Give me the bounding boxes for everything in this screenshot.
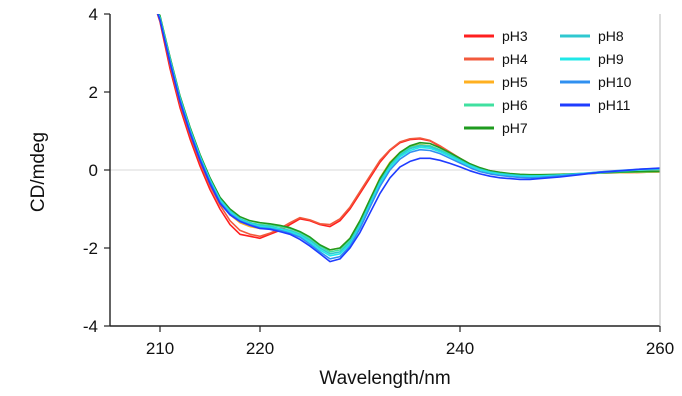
legend-label: pH11 bbox=[598, 97, 631, 113]
x-tick-label: 220 bbox=[246, 339, 274, 358]
series-line-ph7 bbox=[158, 14, 660, 251]
legend-label: pH3 bbox=[502, 28, 528, 44]
y-axis-title: CD/mdeg bbox=[28, 132, 49, 212]
y-tick-label: -4 bbox=[83, 317, 98, 336]
series-lines bbox=[156, 14, 660, 263]
x-tick-label: 210 bbox=[146, 339, 174, 358]
y-tick-label: 2 bbox=[89, 83, 98, 102]
axes bbox=[104, 13, 661, 332]
legend-label: pH4 bbox=[502, 51, 528, 67]
x-axis-title: Wavelength/nm bbox=[319, 368, 450, 389]
legend-label: pH9 bbox=[598, 51, 624, 67]
y-tick-label: 0 bbox=[89, 161, 98, 180]
y-tick-label: 4 bbox=[89, 5, 98, 24]
legend-label: pH6 bbox=[502, 97, 528, 113]
tick-labels: -4 -2 0 2 4 210 220 240 260 bbox=[83, 5, 674, 358]
x-tick-label: 240 bbox=[446, 339, 474, 358]
legend-label: pH7 bbox=[502, 120, 528, 136]
series-line-ph11 bbox=[156, 14, 660, 263]
legend-label: pH5 bbox=[502, 74, 528, 90]
legend-label: pH8 bbox=[598, 28, 624, 44]
y-tick-label: -2 bbox=[83, 239, 98, 258]
legend-label: pH10 bbox=[598, 74, 632, 90]
legend: pH3 pH4 pH5 pH6 pH7 pH8 pH9 pH10 pH11 bbox=[464, 28, 632, 136]
series-line-ph9 bbox=[157, 14, 660, 257]
x-tick-label: 260 bbox=[646, 339, 674, 358]
